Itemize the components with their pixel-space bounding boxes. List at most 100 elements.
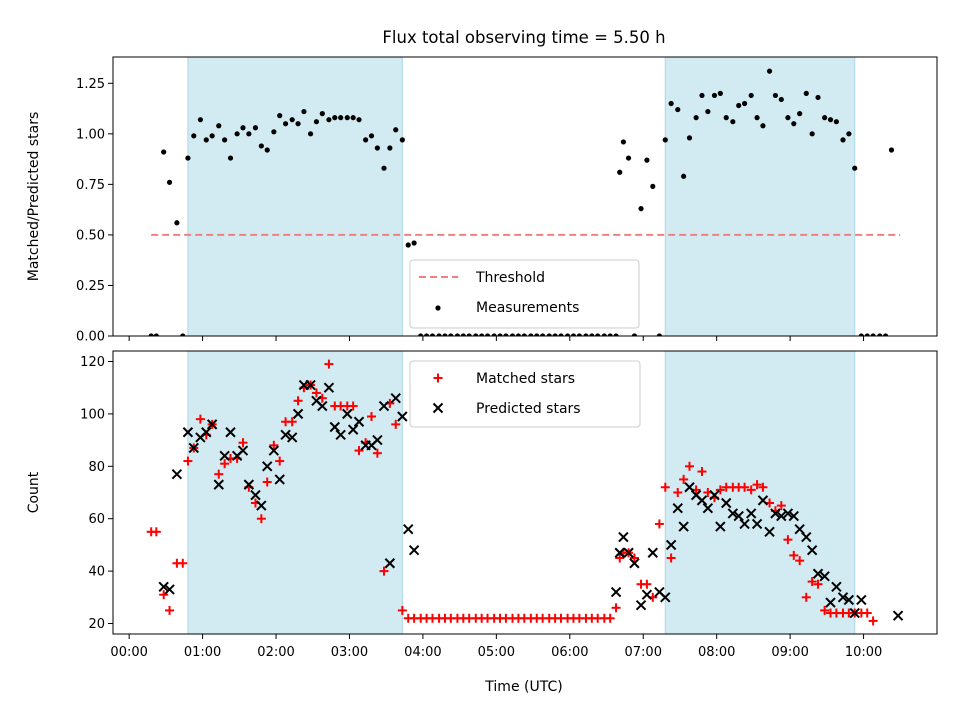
predicted-star-point (323, 382, 335, 393)
predicted-star-point (614, 547, 625, 558)
measurement-point (882, 333, 889, 336)
predicted-star-point (280, 429, 291, 441)
y-axis-label: Matched/Predicted stars (26, 112, 42, 282)
matched-star-point (611, 603, 621, 613)
measurement-point (161, 149, 167, 155)
y-tick-label: 20 (88, 617, 105, 632)
measurement-point (558, 333, 564, 336)
measurement-point (617, 169, 623, 175)
predicted-star-point (219, 450, 230, 462)
legend-measurement-swatch (435, 305, 441, 311)
measurement-point (356, 117, 362, 123)
predicted-star-point (801, 531, 812, 543)
measurement-point (222, 137, 228, 143)
measurement-point (748, 92, 754, 99)
predicted-star-point (262, 461, 273, 472)
predicted-star-point (665, 539, 677, 551)
x-tick-label: 00:00 (110, 645, 147, 660)
matched-star-point (165, 605, 175, 615)
measurement-point (289, 117, 295, 123)
matched-star-point (275, 456, 285, 466)
predicted-star-point (329, 421, 340, 433)
measurement-point (601, 333, 607, 336)
predicted-star-point (837, 592, 849, 603)
measurement-point (644, 157, 650, 163)
measurement-point (503, 333, 509, 336)
measurement-point (252, 125, 259, 131)
predicted-star-point (702, 503, 714, 514)
measurement-point (638, 206, 644, 212)
legend-label: Matched stars (476, 371, 575, 387)
y-tick-label: 80 (88, 460, 105, 475)
x-tick-label: 03:00 (331, 645, 368, 660)
measurement-point (319, 111, 325, 117)
measurement-point (497, 333, 503, 336)
measurement-point (797, 111, 803, 117)
measurement-point (827, 117, 834, 123)
matched-star-point (269, 440, 279, 450)
x-tick-label: 02:00 (257, 645, 294, 660)
matched-star-point (367, 412, 377, 422)
measurement-point (686, 135, 693, 141)
predicted-star-point (335, 429, 346, 441)
measurement-point (277, 113, 283, 119)
predicted-star-point (831, 581, 842, 593)
measurement-point (822, 115, 828, 121)
measurement-point (197, 117, 203, 123)
predicted-star-point (182, 427, 194, 438)
predicted-star-point (764, 526, 775, 538)
measurement-point (760, 123, 766, 129)
measurement-point (374, 145, 380, 151)
legend-box (409, 259, 640, 329)
matched-star-point (758, 482, 768, 492)
measurement-point (411, 240, 417, 246)
measurement-point (295, 121, 301, 127)
measurement-point (589, 333, 595, 336)
plot-area (146, 351, 904, 634)
measurement-point (246, 131, 252, 137)
x-tick-label: 06:00 (551, 645, 588, 660)
measurement-point (313, 119, 320, 125)
measurement-point (711, 92, 718, 99)
measurement-point (363, 137, 369, 143)
matched-star-point (654, 519, 664, 529)
measurement-point (484, 333, 491, 336)
matched-star-point (615, 553, 625, 563)
measurement-point (772, 92, 779, 99)
measurement-point (620, 139, 627, 145)
measurement-point (840, 137, 846, 143)
measurement-point (301, 108, 307, 115)
measurement-point (332, 115, 338, 121)
measurement-point (583, 333, 589, 336)
predicted-star-point (243, 479, 255, 490)
predicted-star-point (660, 592, 671, 603)
measurement-point (509, 333, 516, 336)
measurement-point (693, 115, 699, 121)
matched-star-point (752, 480, 762, 490)
matched-star-point (183, 456, 193, 466)
measurement-point (338, 115, 344, 121)
measurement-point (681, 173, 687, 179)
predicted-star-point (696, 495, 708, 506)
predicted-star-point (806, 544, 818, 556)
predicted-star-point (353, 416, 365, 427)
matched-star-point (311, 388, 321, 398)
measurement-point (815, 94, 821, 101)
x-tick-label: 10:00 (845, 645, 882, 660)
x-tick-label: 08:00 (698, 645, 735, 660)
matched-star-point (372, 448, 382, 458)
legend-box (409, 360, 641, 428)
matched-star-point (820, 605, 830, 615)
measurement-point (754, 115, 760, 121)
matched-star-point (795, 556, 805, 566)
measurement-point (552, 333, 558, 336)
measurement-point (227, 155, 234, 161)
predicted-star-point (843, 594, 855, 606)
legend-predicted-swatch (432, 402, 444, 414)
measurement-point (723, 115, 729, 121)
measurement-point (888, 147, 895, 153)
measurement-point (216, 123, 222, 129)
measurement-point (271, 129, 277, 135)
predicted-star-point (268, 445, 280, 456)
predicted-star-point (776, 510, 787, 522)
